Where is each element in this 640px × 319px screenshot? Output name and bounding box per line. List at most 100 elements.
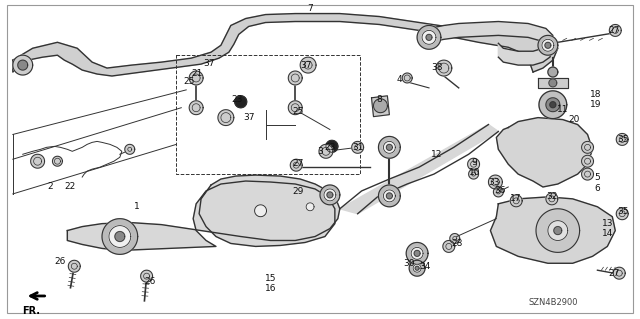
Text: 11: 11: [557, 105, 568, 114]
Polygon shape: [383, 190, 396, 202]
Text: 17: 17: [511, 194, 522, 204]
Polygon shape: [414, 250, 420, 256]
Polygon shape: [109, 226, 131, 248]
Text: 31: 31: [352, 143, 364, 152]
Text: 28: 28: [451, 239, 463, 248]
Polygon shape: [436, 60, 452, 76]
Text: 23: 23: [231, 95, 243, 104]
Polygon shape: [326, 140, 338, 152]
Polygon shape: [443, 241, 455, 252]
Polygon shape: [13, 55, 33, 75]
Polygon shape: [488, 175, 502, 189]
Polygon shape: [319, 145, 333, 158]
Text: 2: 2: [47, 182, 53, 191]
Polygon shape: [378, 185, 400, 207]
Text: 27: 27: [292, 159, 304, 168]
Text: 5: 5: [595, 173, 600, 182]
Polygon shape: [422, 30, 436, 44]
Polygon shape: [538, 35, 558, 55]
Text: 23: 23: [324, 143, 335, 152]
Polygon shape: [545, 42, 551, 48]
Polygon shape: [320, 185, 340, 205]
Text: 6: 6: [595, 184, 600, 193]
Text: 26: 26: [54, 257, 66, 266]
Polygon shape: [539, 91, 567, 119]
Text: 8: 8: [376, 95, 382, 104]
Text: 21: 21: [191, 69, 203, 78]
Polygon shape: [613, 267, 625, 279]
Text: 20: 20: [568, 115, 579, 124]
Polygon shape: [300, 57, 316, 73]
Text: 10: 10: [469, 167, 481, 177]
Polygon shape: [327, 192, 333, 198]
Text: 18: 18: [589, 90, 601, 99]
Text: 35: 35: [618, 135, 629, 144]
Polygon shape: [31, 154, 45, 168]
Polygon shape: [468, 158, 479, 170]
Polygon shape: [546, 193, 558, 205]
Polygon shape: [582, 168, 593, 180]
Text: 14: 14: [602, 229, 613, 238]
Polygon shape: [18, 60, 28, 70]
Polygon shape: [554, 226, 562, 234]
Polygon shape: [413, 264, 421, 272]
Text: 35: 35: [618, 207, 629, 216]
Polygon shape: [548, 221, 568, 241]
Polygon shape: [235, 96, 246, 108]
Text: 30: 30: [403, 259, 415, 268]
Polygon shape: [616, 208, 628, 220]
Polygon shape: [609, 25, 621, 36]
Polygon shape: [550, 102, 556, 108]
Polygon shape: [291, 159, 302, 171]
Polygon shape: [582, 155, 593, 167]
Text: 34: 34: [419, 262, 431, 271]
Polygon shape: [549, 79, 557, 87]
Polygon shape: [493, 187, 503, 197]
Text: 37: 37: [300, 61, 312, 70]
Text: SZN4B2900: SZN4B2900: [528, 298, 577, 308]
Polygon shape: [141, 270, 152, 282]
Polygon shape: [542, 39, 554, 51]
Polygon shape: [490, 197, 615, 263]
Polygon shape: [67, 175, 340, 250]
Text: 38: 38: [431, 63, 443, 71]
Polygon shape: [387, 193, 392, 199]
Polygon shape: [288, 71, 302, 85]
Polygon shape: [450, 234, 460, 243]
Polygon shape: [429, 23, 553, 64]
Text: 12: 12: [431, 150, 443, 159]
Text: 7: 7: [307, 4, 313, 13]
Polygon shape: [340, 124, 499, 214]
Polygon shape: [510, 195, 522, 207]
Polygon shape: [218, 110, 234, 126]
Text: 37: 37: [204, 59, 215, 68]
Polygon shape: [536, 209, 580, 252]
Polygon shape: [288, 101, 302, 115]
Polygon shape: [324, 189, 336, 201]
Polygon shape: [383, 141, 396, 153]
Polygon shape: [125, 145, 134, 154]
Text: 27: 27: [609, 269, 620, 278]
Polygon shape: [189, 71, 203, 85]
Text: 1: 1: [134, 202, 140, 211]
Text: 26: 26: [144, 277, 156, 286]
Text: 9: 9: [472, 158, 477, 167]
Polygon shape: [102, 219, 138, 254]
Polygon shape: [374, 99, 387, 113]
Text: FR.: FR.: [22, 306, 40, 316]
Polygon shape: [616, 133, 628, 145]
Polygon shape: [468, 169, 479, 179]
Text: 27: 27: [609, 26, 620, 35]
Polygon shape: [255, 205, 266, 217]
Text: 36: 36: [495, 186, 506, 196]
Text: 3: 3: [317, 147, 323, 156]
Polygon shape: [52, 156, 62, 166]
Polygon shape: [189, 101, 203, 115]
Text: 4: 4: [396, 76, 402, 85]
Polygon shape: [13, 14, 558, 76]
Polygon shape: [415, 266, 419, 270]
Polygon shape: [68, 260, 80, 272]
Text: 22: 22: [65, 182, 76, 191]
Text: 33: 33: [488, 177, 500, 187]
Polygon shape: [403, 73, 412, 83]
